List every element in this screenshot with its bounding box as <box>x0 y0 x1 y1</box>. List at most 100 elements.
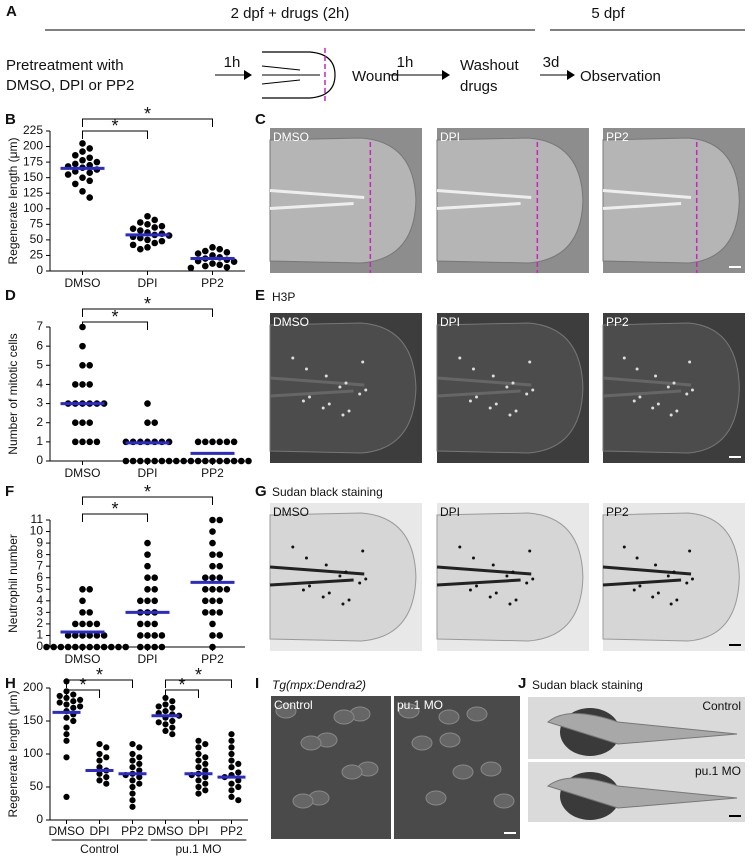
larva <box>466 706 488 722</box>
panel-title: Sudan black staining <box>272 485 383 499</box>
data-dot <box>151 216 158 224</box>
data-dot <box>235 760 242 768</box>
data-dot <box>137 643 144 651</box>
image-label: DMSO <box>273 130 309 144</box>
image-label: DMSO <box>273 505 309 519</box>
notochord <box>436 565 532 587</box>
cell-spot <box>458 545 462 549</box>
data-dot <box>209 562 216 570</box>
data-dot <box>180 457 187 465</box>
y-tick-label: 11 <box>31 512 44 526</box>
data-dot <box>136 767 143 774</box>
data-dot <box>93 632 101 639</box>
cell-spot <box>364 577 368 581</box>
data-dot <box>93 438 101 446</box>
cell-spot <box>475 395 479 399</box>
data-dot <box>209 574 216 582</box>
cell-spot <box>494 591 498 595</box>
image-label: DPI <box>440 505 460 519</box>
data-dot <box>202 760 209 768</box>
data-dot <box>79 597 86 605</box>
data-dot <box>86 609 93 616</box>
data-dot <box>137 457 144 465</box>
notochord <box>269 189 365 210</box>
data-dot <box>202 457 209 465</box>
cell-spot <box>666 574 670 578</box>
data-dot <box>228 731 235 738</box>
micrograph <box>602 128 745 273</box>
cell-spot <box>361 549 365 553</box>
step-text: Washout <box>460 57 519 74</box>
micrograph <box>269 128 422 273</box>
x-tick-label: DMSO <box>65 652 101 666</box>
data-dot <box>136 754 143 761</box>
panel-letter: I <box>255 675 259 692</box>
larva <box>275 703 297 719</box>
significance-bracket <box>66 689 100 698</box>
significance-label: * <box>111 116 118 136</box>
data-dot <box>202 754 209 761</box>
data-dot <box>216 438 223 446</box>
data-dot <box>216 562 223 570</box>
arrow-label: 1h <box>397 54 414 71</box>
y-tick-label: 50 <box>30 232 44 246</box>
data-dot <box>202 767 209 774</box>
data-dot <box>151 620 158 628</box>
cell-spot <box>327 402 331 406</box>
data-dot <box>86 632 93 639</box>
step-text: DMSO, DPI or PP2 <box>6 77 134 94</box>
data-dot <box>216 574 223 582</box>
data-dot <box>216 597 223 605</box>
cell-spot <box>514 409 518 413</box>
data-dot <box>63 701 70 708</box>
cell-spot <box>338 574 342 578</box>
data-dot <box>79 148 86 155</box>
data-dot <box>79 156 86 164</box>
data-dot <box>151 597 158 605</box>
data-dot <box>216 632 223 639</box>
panel-letter: H <box>5 675 16 692</box>
data-dot <box>122 457 130 465</box>
cell-spot <box>508 413 512 417</box>
data-dot <box>72 180 79 188</box>
data-dot <box>223 249 231 256</box>
data-dot <box>209 438 216 446</box>
cell-spot <box>622 356 626 360</box>
data-dot <box>79 620 86 628</box>
data-dot <box>144 400 151 407</box>
y-tick-label: 150 <box>23 170 43 184</box>
notochord <box>602 376 692 398</box>
significance-bracket <box>66 679 133 688</box>
data-dot <box>144 620 151 628</box>
x-tick-label: DPI <box>188 824 208 838</box>
data-dot <box>86 177 93 185</box>
data-dot <box>129 764 136 771</box>
data-dot <box>144 562 151 570</box>
data-dot <box>202 787 209 794</box>
micrograph <box>528 762 745 822</box>
cell-spot <box>528 360 532 364</box>
cell-spot <box>511 570 515 574</box>
arrow <box>215 70 252 80</box>
cell-spot <box>690 577 694 581</box>
y-tick-label: 4 <box>36 593 43 607</box>
cell-spot <box>688 360 692 364</box>
y-tick-label: 0 <box>36 639 43 653</box>
data-dot <box>86 154 93 162</box>
significance-label: * <box>144 294 151 314</box>
data-dot <box>93 620 101 628</box>
data-dot <box>195 777 202 784</box>
data-dot <box>93 643 101 651</box>
data-dot <box>72 381 79 388</box>
data-dot <box>137 227 144 234</box>
data-dot <box>169 724 176 731</box>
cell-spot <box>638 395 642 399</box>
cell-spot <box>458 356 462 360</box>
group-label: pu.1 MO <box>175 842 221 856</box>
y-tick-label: 175 <box>23 154 43 168</box>
y-tick-label: 225 <box>23 123 43 137</box>
data-dot <box>209 551 216 558</box>
data-dot <box>165 457 173 465</box>
image-label: DMSO <box>273 315 309 329</box>
timeline-label: 5 dpf <box>591 5 625 22</box>
